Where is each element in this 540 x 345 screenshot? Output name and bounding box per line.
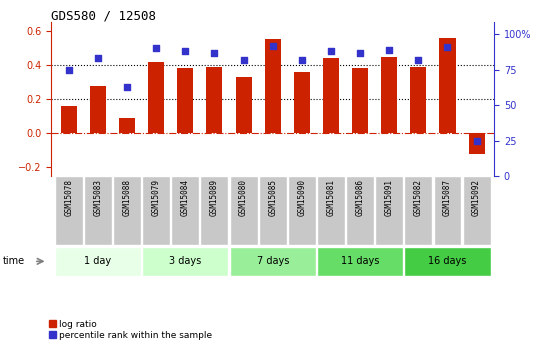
Bar	[404, 176, 433, 245]
Bar	[55, 247, 141, 276]
Bar	[177, 68, 193, 133]
Text: GSM15084: GSM15084	[181, 179, 190, 216]
Bar	[323, 58, 339, 133]
Bar	[148, 62, 164, 133]
Bar	[171, 176, 199, 245]
Text: 7 days: 7 days	[256, 256, 289, 266]
Legend: log ratio, percentile rank within the sample: log ratio, percentile rank within the sa…	[48, 319, 213, 341]
Point	[239, 57, 248, 62]
Bar	[265, 39, 281, 133]
Bar	[230, 176, 258, 245]
Text: GDS580 / 12508: GDS580 / 12508	[51, 9, 156, 22]
Bar	[381, 57, 397, 133]
Text: GSM15088: GSM15088	[123, 179, 132, 216]
Text: GSM15091: GSM15091	[384, 179, 394, 216]
Point	[123, 84, 131, 89]
Bar	[288, 176, 316, 245]
Text: GSM15081: GSM15081	[327, 179, 335, 216]
Bar	[469, 133, 484, 154]
Bar	[61, 106, 77, 133]
Point	[385, 47, 394, 52]
Bar	[317, 176, 345, 245]
Bar	[142, 176, 170, 245]
Text: GSM15090: GSM15090	[298, 179, 306, 216]
Point	[472, 138, 481, 143]
Bar	[119, 118, 135, 133]
Point	[268, 43, 277, 48]
Point	[93, 56, 102, 61]
Bar	[113, 176, 141, 245]
Text: GSM15089: GSM15089	[210, 179, 219, 216]
Bar	[55, 176, 83, 245]
Bar	[404, 247, 491, 276]
Text: GSM15085: GSM15085	[268, 179, 277, 216]
Text: GSM15083: GSM15083	[93, 179, 103, 216]
Point	[443, 44, 452, 50]
Bar	[352, 68, 368, 133]
Bar	[294, 72, 310, 133]
Text: GSM15078: GSM15078	[64, 179, 73, 216]
Bar	[200, 176, 228, 245]
Text: 1 day: 1 day	[84, 256, 111, 266]
Point	[210, 50, 219, 56]
Bar	[206, 67, 222, 133]
Bar	[346, 176, 374, 245]
Point	[152, 46, 160, 51]
Point	[181, 49, 190, 54]
Text: GSM15079: GSM15079	[152, 179, 161, 216]
Text: GSM15086: GSM15086	[356, 179, 364, 216]
Text: GSM15092: GSM15092	[472, 179, 481, 216]
Text: GSM15087: GSM15087	[443, 179, 452, 216]
Text: 3 days: 3 days	[169, 256, 201, 266]
Point	[356, 50, 364, 56]
Bar	[259, 176, 287, 245]
Bar	[317, 247, 403, 276]
Bar	[440, 38, 456, 133]
Bar	[410, 67, 427, 133]
Point	[327, 49, 335, 54]
Bar	[230, 247, 316, 276]
Bar	[375, 176, 403, 245]
Bar	[84, 176, 112, 245]
Bar	[434, 176, 462, 245]
Point	[414, 57, 423, 62]
Bar	[142, 247, 228, 276]
Text: 16 days: 16 days	[428, 256, 467, 266]
Bar	[463, 176, 491, 245]
Text: GSM15082: GSM15082	[414, 179, 423, 216]
Bar	[90, 86, 106, 133]
Bar	[235, 77, 252, 133]
Text: GSM15080: GSM15080	[239, 179, 248, 216]
Text: 11 days: 11 days	[341, 256, 379, 266]
Point	[298, 57, 306, 62]
Text: time: time	[3, 256, 25, 266]
Point	[64, 67, 73, 72]
